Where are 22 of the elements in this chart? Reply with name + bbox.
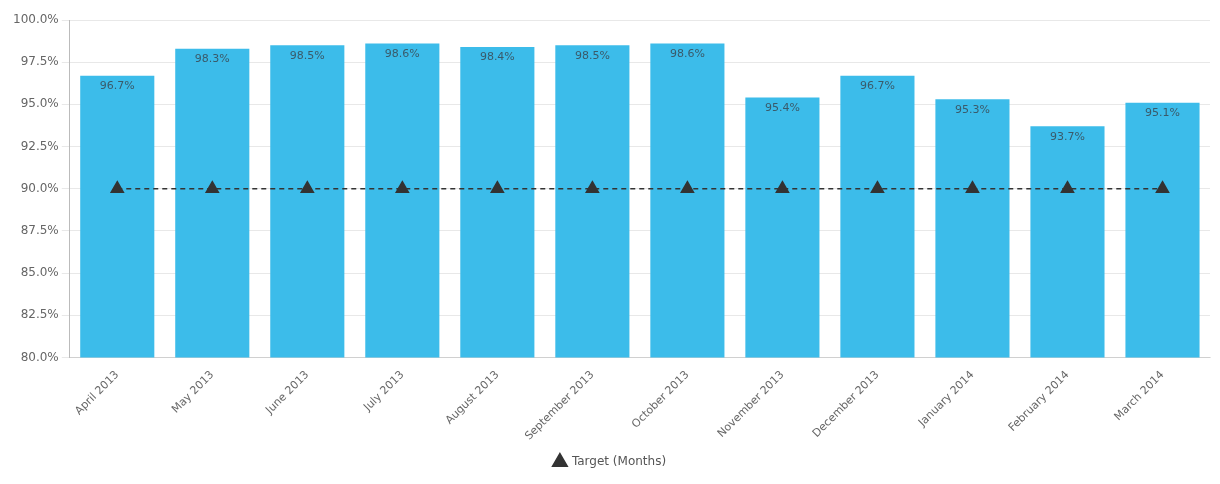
data-label: 98.6%	[669, 46, 705, 60]
data-label: 98.3%	[194, 52, 230, 66]
y-tick-label: 82.5%	[20, 307, 59, 322]
data-label: 93.7%	[1049, 129, 1085, 143]
data-label: 95.3%	[954, 102, 990, 116]
data-label: 98.5%	[574, 48, 610, 62]
y-tick-label: 100.0%	[12, 12, 59, 27]
legend-label: Target (Months)	[570, 454, 667, 469]
data-label: 96.7%	[99, 79, 135, 93]
y-tick-label: 95.0%	[20, 96, 59, 111]
y-tick-label: 90.0%	[20, 180, 59, 195]
y-tick-label: 85.0%	[20, 265, 59, 280]
data-label: 95.4%	[764, 100, 800, 114]
data-label: 96.7%	[859, 79, 895, 93]
data-label: 98.6%	[384, 46, 420, 60]
y-tick-label: 80.0%	[20, 349, 59, 364]
y-tick-label: 87.5%	[20, 223, 59, 237]
data-label: 95.1%	[1145, 106, 1180, 120]
y-tick-label: 92.5%	[20, 138, 59, 153]
data-label: 98.5%	[289, 48, 325, 62]
y-tick-label: 97.5%	[20, 54, 59, 69]
data-label: 98.4%	[479, 50, 515, 64]
